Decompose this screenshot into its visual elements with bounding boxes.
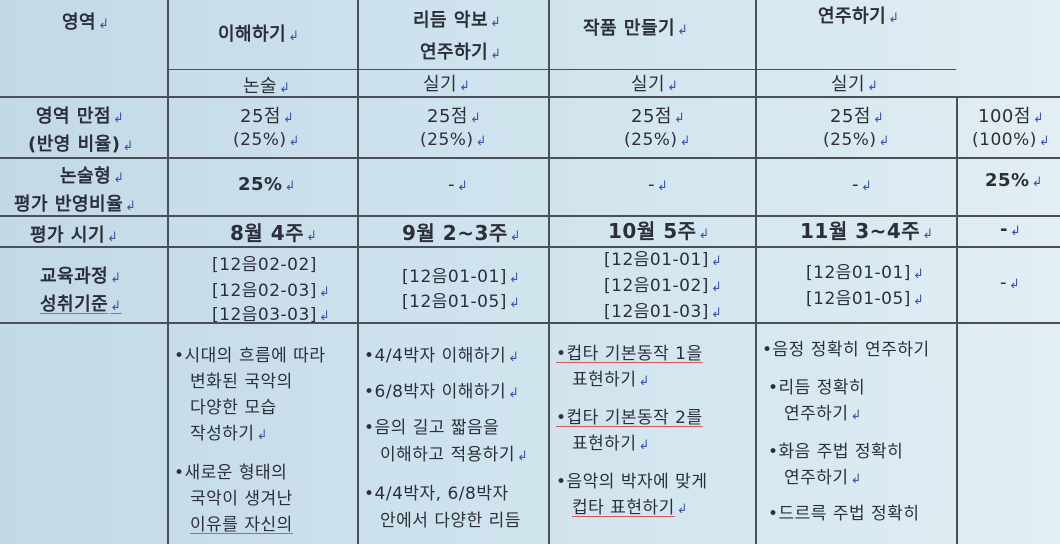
criteria-col3-2: 표현하기 ↲ xyxy=(572,370,650,390)
criteria-col3-1: •컵타 기본동작 1을 xyxy=(556,344,703,364)
timing-col4: 11월 3~4주 ↲ xyxy=(800,219,934,243)
standard-col3-3: [12음01-03] ↲ xyxy=(604,302,723,322)
standard-col4-1: [12음01-01] ↲ xyxy=(806,263,925,283)
timing-col2: 9월 2~3주 ↲ xyxy=(402,221,522,245)
type-col3: 실기 ↲ xyxy=(631,74,679,95)
criteria-col3-5: •음악의 박자에 맞게 xyxy=(556,472,708,492)
header-col2-line2: 연주하기 ↲ xyxy=(420,42,502,63)
standard-total: - ↲ xyxy=(1000,272,1021,293)
timing-col3: 10월 5주 ↲ xyxy=(608,219,710,243)
score-col1: 25점 ↲ xyxy=(240,106,295,127)
standard-col1-1: [12음02-02] xyxy=(212,255,317,275)
criteria-col3-3: •컵타 기본동작 2를 xyxy=(556,408,703,428)
timing-total: - ↲ xyxy=(1000,219,1022,240)
essay-total: 25% ↲ xyxy=(985,170,1043,191)
standard-col4-2: [12음01-05] ↲ xyxy=(806,289,925,309)
score-label-1: 영역 만점 ↲ xyxy=(36,106,125,127)
criteria-col1-1: •시대의 흐름에 따라 xyxy=(174,346,326,366)
header-col2-line1: 리듬 악보 ↲ xyxy=(413,10,502,31)
standards-label-2: 성취기준 ↲ xyxy=(40,294,122,315)
score-col2: 25점 ↲ xyxy=(427,106,482,127)
ratio-total: (100%) ↲ xyxy=(972,130,1051,150)
essay-col4: - ↲ xyxy=(852,174,873,195)
timing-label: 평가 시기 ↲ xyxy=(30,225,119,246)
criteria-col1-7: 이유를 자신의 xyxy=(190,515,293,535)
criteria-col2-6: 안에서 다양한 리듬 xyxy=(380,511,521,531)
criteria-col2-5: •4/4박자, 6/8박자 xyxy=(364,484,509,504)
standard-col3-1: [12음01-01] ↲ xyxy=(604,250,723,270)
essay-label-2: 평가 반영비율 ↲ xyxy=(14,194,137,215)
type-col1: 논술 ↲ xyxy=(243,76,291,97)
standard-col3-2: [12음01-02] ↲ xyxy=(604,276,723,296)
essay-col1: 25% ↲ xyxy=(238,174,296,195)
criteria-col4-4: •화음 주법 정확히 xyxy=(768,442,904,462)
criteria-col3-6: 컵타 표현하기 ↲ xyxy=(572,498,689,518)
col-divider xyxy=(357,0,359,544)
col-divider xyxy=(956,96,958,544)
criteria-col4-3: 연주하기 ↲ xyxy=(784,404,862,424)
col-divider xyxy=(755,0,757,544)
score-label-2: (반영 비율) ↲ xyxy=(28,134,134,155)
standards-label-1: 교육과정 ↲ xyxy=(40,266,122,287)
type-col4: 실기 ↲ xyxy=(831,74,879,95)
score-col4: 25점 ↲ xyxy=(830,106,885,127)
row-divider xyxy=(0,322,1060,324)
criteria-col1-6: 국악이 생겨난 xyxy=(190,489,293,509)
row-divider xyxy=(0,246,1060,248)
essay-label-1: 논술형 ↲ xyxy=(60,166,125,187)
essay-col2: - ↲ xyxy=(448,174,469,195)
standard-col2-2: [12음01-05] ↲ xyxy=(402,292,521,312)
criteria-col4-2: •리듬 정확히 xyxy=(768,378,866,398)
criteria-col4-6: •드르륵 주법 정확히 xyxy=(768,504,920,524)
row-divider xyxy=(0,215,1060,217)
criteria-col3-4: 표현하기 ↲ xyxy=(572,434,650,454)
standard-col1-2: [12음02-03] ↲ xyxy=(212,281,331,301)
header-col3: 작품 만들기 ↲ xyxy=(583,18,689,39)
criteria-col1-4: 작성하기 ↲ xyxy=(190,424,268,444)
criteria-col4-1: •음정 정확히 연주하기 xyxy=(762,340,930,360)
criteria-col2-3: •음의 길고 짧음을 xyxy=(364,418,500,438)
ratio-col2: (25%) ↲ xyxy=(420,130,487,150)
criteria-col1-5: •새로운 형태의 xyxy=(174,463,288,483)
criteria-col2-4: 이해하고 적용하기 ↲ xyxy=(380,445,529,465)
timing-col1: 8월 4주 ↲ xyxy=(230,221,318,245)
criteria-col2-2: •6/8박자 이해하기 ↲ xyxy=(364,382,520,402)
criteria-col1-2: 변화된 국악의 xyxy=(190,372,293,392)
standard-col1-3: [12음03-03] ↲ xyxy=(212,305,331,325)
col-divider xyxy=(548,0,550,544)
row-divider xyxy=(0,96,1060,98)
criteria-col2-1: •4/4박자 이해하기 ↲ xyxy=(364,346,520,366)
header-area-label: 영역 ↲ xyxy=(62,12,110,33)
criteria-col1-3: 다양한 모습 xyxy=(190,398,277,418)
row-divider xyxy=(168,69,956,70)
criteria-col4-5: 연주하기 ↲ xyxy=(784,468,862,488)
type-col2: 실기 ↲ xyxy=(423,74,471,95)
essay-col3: - ↲ xyxy=(648,174,669,195)
score-total: 100점 ↲ xyxy=(978,106,1045,127)
header-col4: 연주하기 ↲ xyxy=(818,6,900,27)
header-col1: 이해하기 ↲ xyxy=(218,24,300,45)
col-divider xyxy=(167,0,169,544)
ratio-col4: (25%) ↲ xyxy=(823,130,890,150)
row-divider xyxy=(0,157,1060,159)
ratio-col1: (25%) ↲ xyxy=(233,130,300,150)
ratio-col3: (25%) ↲ xyxy=(624,130,691,150)
standard-col2-1: [12음01-01] ↲ xyxy=(402,267,521,287)
score-col3: 25점 ↲ xyxy=(631,106,686,127)
